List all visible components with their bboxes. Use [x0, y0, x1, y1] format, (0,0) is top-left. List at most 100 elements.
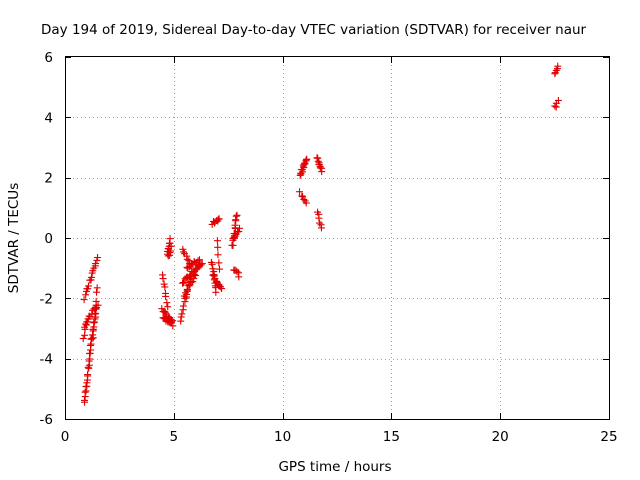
x-tick-label: 5 — [170, 429, 179, 445]
data-point — [88, 335, 96, 343]
data-point — [85, 364, 93, 372]
data-point — [208, 260, 216, 268]
data-point — [79, 335, 87, 343]
data-point — [198, 260, 206, 268]
x-axis-label: GPS time / hours — [278, 459, 391, 475]
data-point — [80, 296, 88, 304]
data-point — [554, 96, 562, 104]
data-point — [94, 254, 102, 262]
data-point — [317, 224, 325, 232]
data-point — [161, 283, 169, 291]
data-point — [190, 270, 198, 278]
data-point — [554, 62, 562, 70]
data-point — [552, 66, 560, 74]
data-point — [183, 274, 191, 282]
data-point — [163, 299, 171, 307]
data-point — [215, 215, 223, 223]
data-point — [218, 285, 226, 293]
data-point — [235, 227, 243, 235]
data-point — [91, 310, 99, 318]
data-point — [180, 292, 188, 300]
data-point — [167, 242, 175, 250]
y-tick-labels: -6 -4 -2 0 2 4 6 — [40, 50, 53, 428]
data-point — [84, 371, 92, 379]
data-point — [216, 265, 224, 273]
data-point — [316, 219, 324, 227]
data-point — [214, 251, 222, 259]
data-point — [164, 303, 172, 311]
grid-lines — [65, 57, 609, 419]
data-point — [215, 259, 223, 267]
data-point — [232, 217, 240, 225]
data-point — [166, 235, 174, 243]
x-tick-label: 15 — [383, 429, 400, 445]
data-point — [233, 268, 241, 276]
data-point — [183, 252, 191, 260]
y-tick-label: -2 — [40, 291, 53, 307]
data-point — [213, 237, 221, 245]
data-point — [162, 292, 170, 300]
data-point — [216, 283, 224, 291]
data-point — [80, 396, 88, 404]
data-point — [93, 284, 101, 292]
y-tick-label: -4 — [40, 352, 53, 368]
data-point — [161, 308, 169, 316]
data-point — [93, 256, 101, 264]
data-point — [192, 271, 200, 279]
data-point — [81, 331, 89, 339]
data-point — [235, 273, 243, 281]
data-point — [194, 257, 202, 265]
data-point — [159, 275, 167, 283]
data-point — [186, 272, 194, 280]
data-point — [303, 155, 311, 163]
data-point — [159, 314, 167, 322]
data-point — [166, 249, 174, 257]
data-point — [92, 260, 100, 268]
data-point — [314, 154, 322, 162]
data-point — [302, 199, 310, 207]
data-point — [212, 288, 220, 296]
data-point — [164, 252, 172, 260]
data-point — [179, 302, 187, 310]
y-tick-label: 0 — [44, 231, 53, 247]
data-point — [89, 334, 97, 342]
chart-title: Day 194 of 2019, Sidereal Day-to-day VTE… — [41, 22, 587, 38]
x-tick-label: 0 — [61, 429, 70, 445]
data-point — [197, 261, 205, 269]
data-points — [79, 62, 562, 406]
data-point — [180, 248, 188, 256]
y-tick-label: 6 — [44, 50, 53, 66]
data-point — [195, 256, 203, 264]
data-point — [90, 319, 98, 327]
data-point — [232, 212, 240, 220]
data-point — [92, 304, 100, 312]
y-tick-label: 4 — [44, 110, 53, 126]
data-point — [233, 211, 241, 219]
data-point — [231, 221, 239, 229]
data-point — [82, 291, 90, 299]
data-point — [169, 322, 177, 330]
data-point — [90, 318, 98, 326]
x-tick-labels: 0 5 10 15 20 25 — [61, 429, 618, 445]
data-point — [81, 323, 89, 331]
y-tick-label: -6 — [40, 412, 53, 428]
data-point — [300, 161, 308, 169]
data-point — [180, 279, 188, 287]
data-point — [214, 243, 222, 251]
data-point — [318, 168, 326, 176]
y-tick-label: 2 — [44, 171, 53, 187]
data-point — [235, 224, 243, 232]
data-point — [315, 214, 323, 222]
y-axis-label: SDTVAR / TECUs — [6, 183, 22, 293]
data-point — [187, 279, 195, 287]
x-tick-label: 20 — [492, 429, 509, 445]
data-point — [189, 278, 197, 286]
data-point — [81, 388, 89, 396]
data-point — [84, 282, 92, 290]
data-point — [89, 325, 97, 333]
data-point — [296, 188, 304, 196]
data-point — [92, 297, 100, 305]
data-point — [83, 318, 91, 326]
data-point — [178, 310, 186, 318]
